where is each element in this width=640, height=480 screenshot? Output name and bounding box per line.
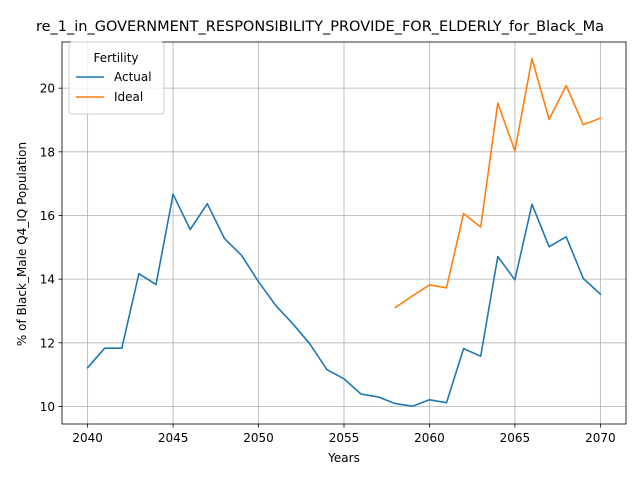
legend-label-ideal: Ideal xyxy=(114,90,143,104)
series-lines xyxy=(86,57,602,408)
grid-lines xyxy=(62,42,626,424)
legend-title: Fertility xyxy=(93,51,138,65)
x-tick-label: 2050 xyxy=(243,431,274,445)
x-tick-label: 2070 xyxy=(585,431,616,445)
y-axis-label: % of Black_Male Q4_IQ Population xyxy=(15,142,29,346)
y-axis-ticks: 10 12 14 16 18 20 xyxy=(40,82,62,414)
legend: Fertility Actual Ideal xyxy=(68,41,165,115)
x-tick-label: 2040 xyxy=(72,431,103,445)
y-tick-label: 20 xyxy=(40,82,55,96)
y-tick-label: 16 xyxy=(40,209,55,223)
x-axis-label: Years xyxy=(327,451,360,465)
y-tick-label: 14 xyxy=(40,273,55,287)
y-tick-label: 10 xyxy=(40,400,55,414)
series-line-ideal xyxy=(394,57,602,309)
legend-label-actual: Actual xyxy=(114,70,152,84)
x-tick-label: 2065 xyxy=(500,431,531,445)
x-tick-label: 2060 xyxy=(414,431,445,445)
chart-title: re_1_in_GOVERNMENT_RESPONSIBILITY_PROVID… xyxy=(36,19,604,35)
x-tick-label: 2045 xyxy=(158,431,189,445)
x-tick-label: 2055 xyxy=(329,431,360,445)
legend-box xyxy=(68,41,165,115)
y-tick-label: 12 xyxy=(40,336,55,350)
y-tick-label: 18 xyxy=(40,145,55,159)
x-axis-ticks: 2040 2045 2050 2055 2060 2065 2070 xyxy=(72,424,616,445)
series-line-actual xyxy=(86,193,602,408)
